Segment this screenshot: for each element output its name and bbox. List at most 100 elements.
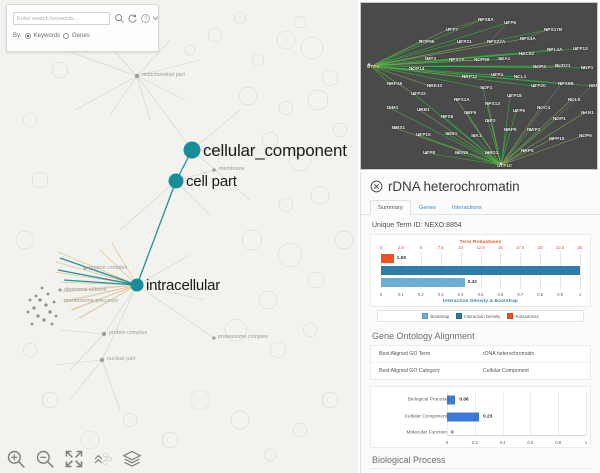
category-label: Cellular Component bbox=[404, 414, 447, 420]
x-axis-line bbox=[447, 435, 586, 436]
zoom-in-icon[interactable] bbox=[6, 449, 26, 469]
category-label: Molecular Function bbox=[406, 430, 447, 436]
tree-node-cell-part[interactable]: cell part bbox=[186, 173, 237, 190]
legend-swatch-interaction-density bbox=[456, 313, 463, 319]
bar-value-label: 1.59 bbox=[396, 256, 406, 261]
axis-tick-label: 0.3 bbox=[437, 292, 444, 297]
axis-tick-label-top: 5 bbox=[419, 245, 422, 250]
category-label: Biological Process bbox=[407, 397, 447, 403]
close-circle-icon[interactable] bbox=[370, 180, 383, 193]
axis-tick-label: 0.4 bbox=[499, 440, 506, 445]
bar-value-label: 0 bbox=[451, 430, 454, 436]
robustness-plot-area: 0 0.1 0.2 0.3 0.4 0.5 0.6 0.7 0.8 0.9 1 0 2.5 5 7.5 10 1… bbox=[377, 245, 584, 297]
tab-genes[interactable]: Genes bbox=[418, 205, 436, 211]
axis-tick-label-top: 25 bbox=[577, 245, 583, 250]
detail-header: rDNA heterochromatin bbox=[361, 172, 600, 197]
axis-tick-label: 0.8 bbox=[537, 292, 544, 297]
page-title: rDNA heterochromatin bbox=[388, 179, 520, 194]
tab-summary[interactable]: Summary bbox=[370, 200, 411, 215]
radio-genes[interactable] bbox=[63, 33, 70, 39]
legend-label-robustness: Robustness bbox=[515, 313, 539, 319]
help-icon[interactable]: ? bbox=[140, 13, 151, 24]
go-alignment-chart: 0 0.2 0.4 0.6 0.8 1 Biological Process 0.06 Cell… bbox=[370, 386, 591, 448]
section-divider bbox=[370, 468, 591, 469]
axis-tick-label-top: 0 bbox=[379, 245, 383, 250]
axis-tick-label-top: 22.5 bbox=[556, 245, 565, 250]
tab-interactions[interactable]: Interactions bbox=[451, 205, 482, 211]
tree-node-intracellular[interactable]: intracellular bbox=[146, 277, 221, 294]
grid-line bbox=[558, 391, 560, 435]
search-by-row: By: Keywords Genes bbox=[13, 33, 90, 39]
bar-value-label: 0.23 bbox=[482, 414, 493, 420]
zoom-out-icon[interactable] bbox=[35, 449, 55, 469]
fit-screen-icon[interactable] bbox=[64, 449, 84, 469]
chevron-down-icon[interactable] bbox=[152, 14, 159, 23]
bar-bootstrap bbox=[381, 278, 465, 287]
grid-line bbox=[586, 391, 587, 435]
svg-text:?: ? bbox=[144, 16, 147, 22]
app-brand-title: NeXO bbox=[14, 0, 45, 3]
ontology-tree-panel[interactable]: mitochondrial part membrane protein comp… bbox=[0, 0, 358, 473]
term-detail-panel[interactable]: rDNA heterochromatin Summary Genes Inter… bbox=[360, 172, 600, 473]
legend-item-bootstrap: Bootstrap bbox=[422, 313, 449, 319]
axis-tick-label: 0.4 bbox=[457, 292, 464, 297]
ontology-tree-graph[interactable] bbox=[0, 0, 358, 473]
search-by-label: By: bbox=[13, 33, 22, 39]
axis-tick-label-top: 12.5 bbox=[476, 245, 485, 250]
legend-label-interaction-density: Interaction Density bbox=[464, 313, 501, 319]
gene-interaction-network[interactable]: UTP9 NOP56 UTP7 RPS8A UTP6 RPS17B UTP21 RPS22A R… bbox=[360, 2, 598, 170]
go-term-key: Best Aligned GO Term bbox=[379, 351, 431, 357]
bar-value-label: 0.06 bbox=[459, 397, 469, 403]
search-input[interactable] bbox=[13, 12, 110, 25]
go-alignment-table: Best Aligned GO Term rDNA heterochromati… bbox=[370, 345, 591, 380]
collapse-icon[interactable] bbox=[93, 449, 113, 469]
grid-line bbox=[580, 252, 581, 289]
axis-tick-label: 0 bbox=[379, 292, 383, 297]
radio-keywords-label: Keywords bbox=[33, 33, 61, 39]
bar-interaction-density bbox=[381, 266, 580, 275]
refresh-icon[interactable] bbox=[127, 13, 138, 24]
detail-tabs[interactable]: Summary Genes Interactions bbox=[361, 197, 600, 215]
unique-term-id: Unique Term ID: NEXO:8854 bbox=[372, 222, 462, 229]
axis-tick-label: 0.9 bbox=[557, 292, 564, 297]
radio-keywords[interactable] bbox=[24, 33, 31, 39]
search-icon[interactable] bbox=[114, 13, 125, 24]
axis-tick-label: 0 bbox=[445, 440, 449, 445]
axis-tick-label: 1 bbox=[584, 440, 588, 445]
axis-tick-label-top: 15 bbox=[498, 245, 503, 250]
axis-tick-label-top: 7.5 bbox=[437, 245, 444, 250]
grid-line bbox=[502, 391, 504, 435]
bar-value-label: 0.42 bbox=[467, 280, 477, 285]
axis-tick-label-top: 10 bbox=[458, 245, 463, 250]
tree-node-cellular-component[interactable]: cellular_component bbox=[203, 141, 347, 160]
table-row: Best Aligned GO Term rDNA heterochromati… bbox=[371, 346, 590, 363]
axis-tick-label: 0.7 bbox=[517, 292, 524, 297]
bar-cellular-component bbox=[447, 412, 479, 422]
legend-item-interaction-density: Interaction Density bbox=[456, 313, 500, 319]
bar-robustness bbox=[381, 254, 394, 263]
grid-line bbox=[530, 391, 532, 435]
axis-tick-label: 0.8 bbox=[555, 440, 562, 445]
legend-swatch-bootstrap bbox=[422, 313, 429, 319]
search-panel[interactable]: NeXO ? By: Keywords Genes bbox=[6, 0, 159, 52]
go-term-value: rDNA heterochromatin bbox=[483, 351, 535, 357]
axis-tick-label: 0.5 bbox=[477, 292, 484, 297]
table-row: Best Aligned GO Category Cellular Compon… bbox=[371, 363, 590, 379]
go-alignment-heading: Gene Ontology Alignment bbox=[372, 331, 475, 341]
axis-tick-label: 0.6 bbox=[497, 292, 504, 297]
chart-legend: Bootstrap Interaction Density Robustness bbox=[377, 310, 584, 322]
term-robustness-chart: Term Robustness 0 0.1 0.2 0.3 0.4 0.5 0.6 0.7 0.… bbox=[370, 234, 591, 307]
axis-tick-label-top: 17.5 bbox=[516, 245, 525, 250]
graph-toolbar[interactable] bbox=[6, 449, 142, 469]
legend-label-bootstrap: Bootstrap bbox=[430, 313, 450, 319]
layers-icon[interactable] bbox=[122, 449, 142, 469]
legend-item-robustness: Robustness bbox=[507, 313, 539, 319]
axis-tick-label-top: 2.5 bbox=[397, 245, 404, 250]
axis-tick-label: 0.2 bbox=[471, 440, 478, 445]
gene-network-edges bbox=[367, 18, 594, 166]
go-category-key: Best Aligned GO Category bbox=[379, 368, 440, 374]
axis-tick-label: 0.1 bbox=[397, 292, 404, 297]
axis-tick-label-top: 20 bbox=[537, 245, 543, 250]
axis-tick-label: 0.6 bbox=[527, 440, 534, 445]
bar-biological-process bbox=[447, 395, 456, 405]
